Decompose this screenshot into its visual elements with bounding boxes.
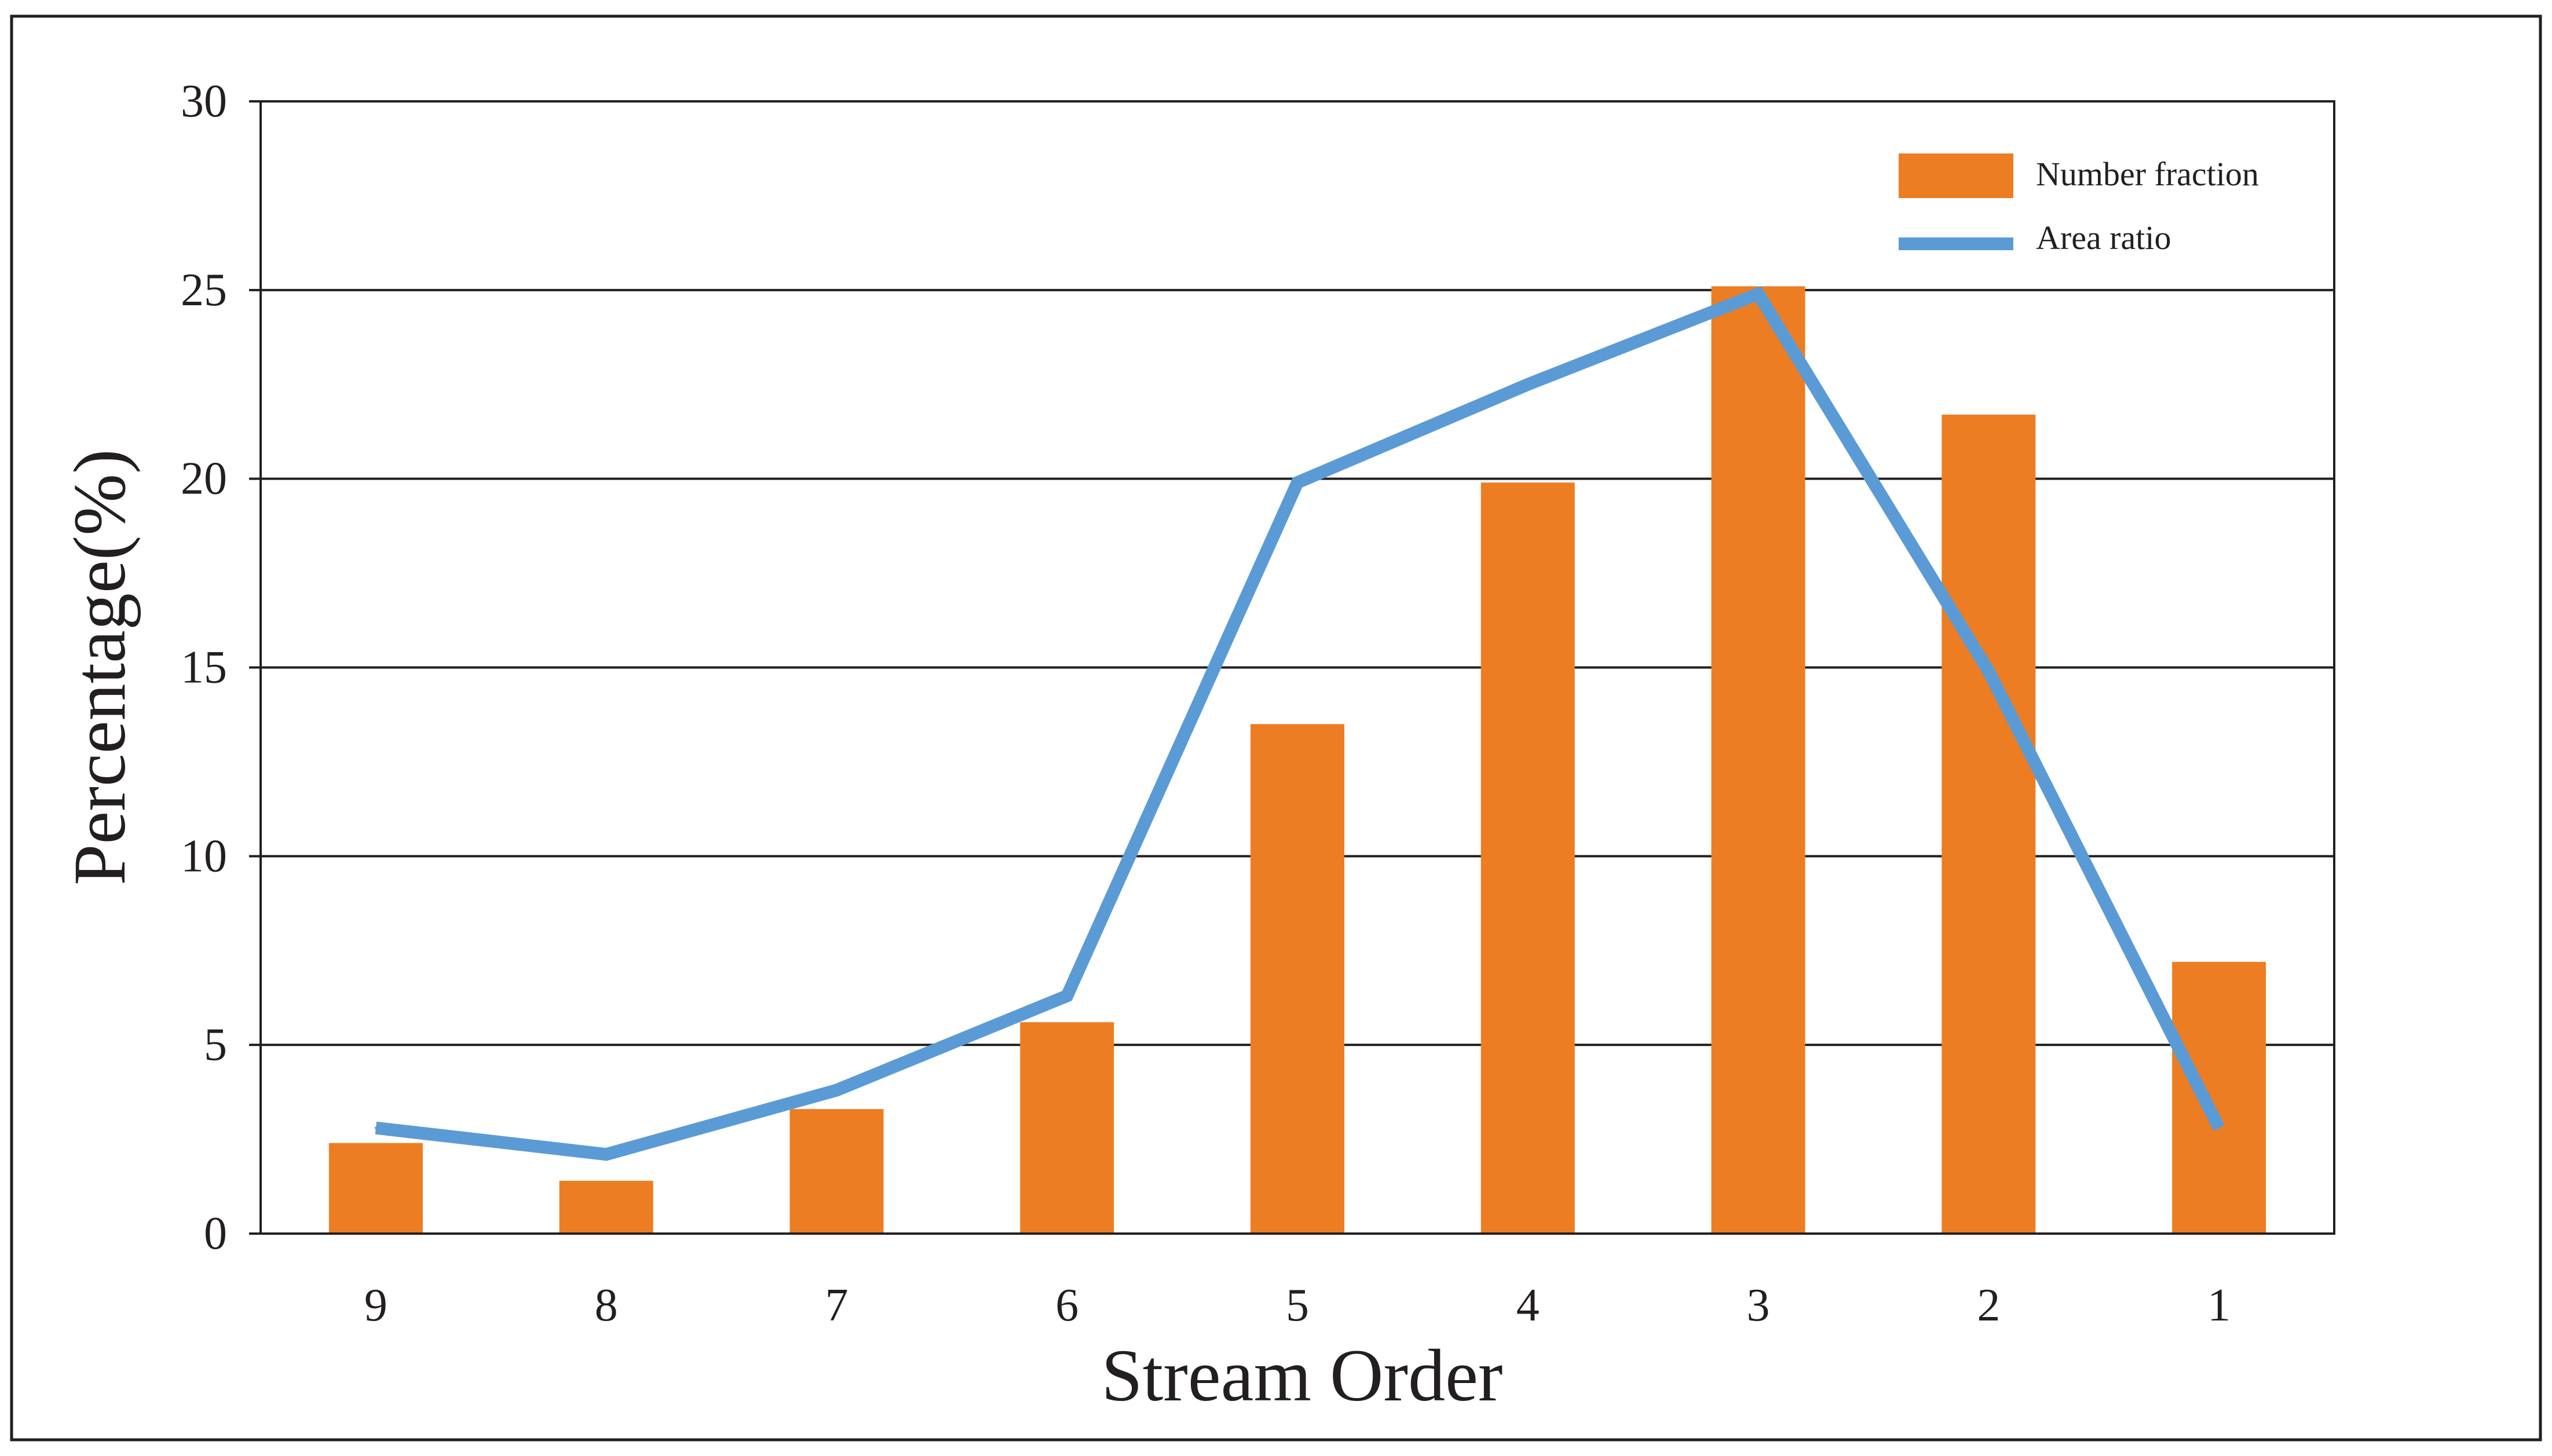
line-point bbox=[374, 1126, 377, 1129]
y-tick-label: 20 bbox=[181, 453, 227, 504]
x-axis-label: Stream Order bbox=[1101, 1334, 1502, 1417]
legend-swatch-number-fraction bbox=[1899, 153, 2013, 198]
y-tick-label: 15 bbox=[181, 642, 227, 693]
x-tick-label: 9 bbox=[364, 1280, 387, 1331]
bar bbox=[1480, 482, 1575, 1234]
bar bbox=[1251, 724, 1344, 1234]
legend: Number fraction Area ratio bbox=[1899, 153, 2259, 257]
line-point bbox=[605, 1153, 608, 1156]
legend-label-area-ratio: Area ratio bbox=[2036, 219, 2171, 257]
bar-series bbox=[328, 286, 2266, 1234]
x-tick-label: 2 bbox=[1977, 1280, 2000, 1331]
bar bbox=[1020, 1022, 1114, 1234]
bar bbox=[328, 1143, 423, 1234]
x-tick-label: 7 bbox=[825, 1280, 848, 1331]
legend-label-number-fraction: Number fraction bbox=[2036, 155, 2259, 193]
y-tick-label: 10 bbox=[181, 831, 227, 881]
line-series bbox=[374, 286, 2225, 1161]
line-point bbox=[1757, 292, 1760, 295]
y-tick-label: 5 bbox=[204, 1019, 227, 1070]
x-tick-label: 6 bbox=[1055, 1280, 1078, 1331]
line-point bbox=[1066, 994, 1069, 997]
y-axis-label: Percentage(%) bbox=[59, 449, 141, 885]
line-point bbox=[1296, 481, 1299, 484]
bar bbox=[559, 1180, 653, 1234]
x-axis-ticks: 9 8 7 6 5 4 3 2 1 bbox=[364, 1280, 2231, 1331]
y-tick-label: 30 bbox=[181, 76, 227, 127]
line-point bbox=[1526, 383, 1529, 386]
line-point bbox=[835, 1089, 838, 1092]
bar bbox=[2172, 961, 2266, 1234]
x-tick-label: 3 bbox=[1747, 1280, 1770, 1331]
bar bbox=[1711, 286, 1805, 1234]
bar bbox=[789, 1109, 884, 1234]
line-point bbox=[2218, 1126, 2221, 1129]
y-tick-label: 25 bbox=[181, 265, 227, 316]
x-tick-label: 5 bbox=[1286, 1280, 1309, 1331]
line-point bbox=[1987, 670, 1990, 673]
x-tick-label: 8 bbox=[595, 1280, 618, 1331]
y-tick-label: 0 bbox=[204, 1208, 227, 1259]
bar bbox=[1942, 414, 2036, 1234]
y-axis-ticks: 0 5 10 15 20 25 30 bbox=[181, 76, 261, 1259]
x-tick-label: 4 bbox=[1516, 1280, 1540, 1331]
x-tick-label: 1 bbox=[2207, 1280, 2231, 1331]
